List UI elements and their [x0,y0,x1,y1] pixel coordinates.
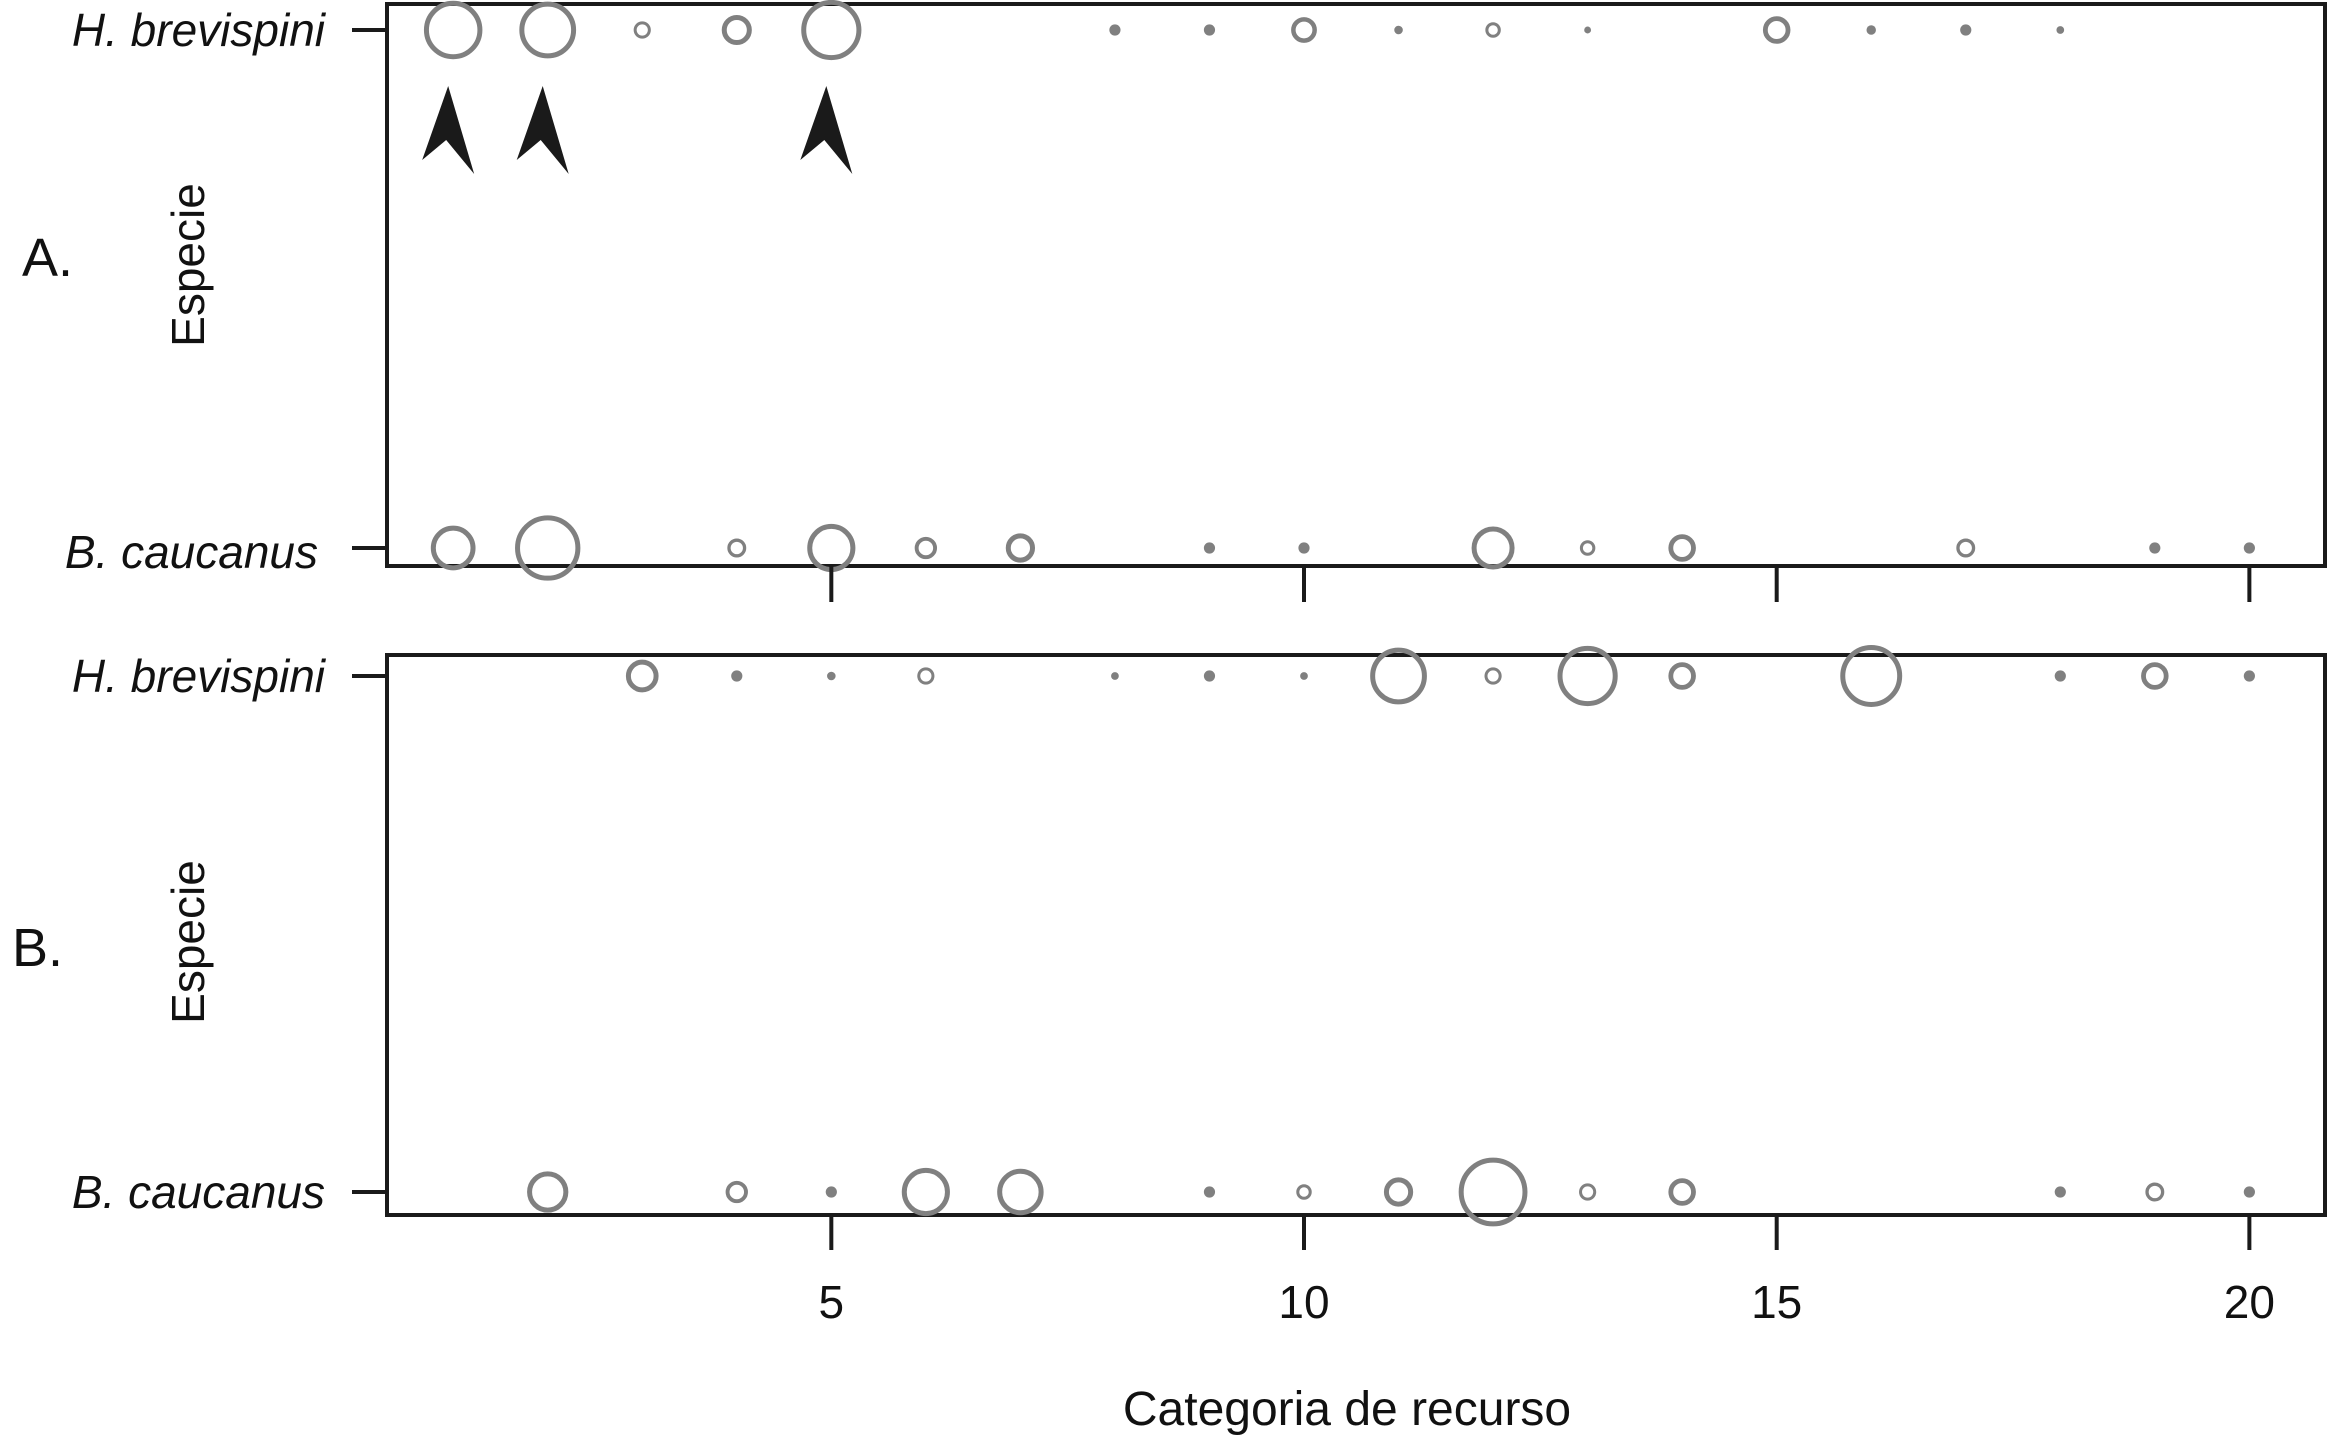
bubble-a-b-caucanus-13 [1579,540,1596,556]
panel-b: H. brevispini B. caucanus B. Especie [12,645,2327,1227]
bubble-b-b-caucanus-6 [901,1167,950,1217]
bubble-b-h-brevispini-20 [2243,670,2255,682]
bubble-b-h-brevispini-8 [1111,672,1119,680]
bubble-b-h-brevispini-6 [917,667,935,685]
bubble-a-h-brevispini-8 [1109,24,1121,36]
bubble-a-h-brevispini-1 [423,0,483,60]
bubble-a-b-caucanus-2 [515,515,581,581]
bubble-b-b-caucanus-14 [1668,1178,1696,1206]
bubble-b-h-brevispini-5 [827,671,836,681]
bubble-a-b-caucanus-14 [1668,534,1696,562]
x-axis-label: Categoria de recurso [1123,1383,1571,1436]
bubble-b-h-brevispini-4 [731,670,743,682]
bubble-b-b-caucanus-12 [1458,1157,1528,1227]
arrowhead-icon [516,86,569,174]
bubble-b-h-brevispini-11 [1370,647,1427,705]
bubble-b-b-caucanus-4 [725,1180,748,1204]
bubble-b-h-brevispini-14 [1668,662,1696,690]
panel-b-species-label-bottom: B. caucanus [72,1166,325,1218]
bubble-b-b-caucanus-9 [1203,1186,1216,1198]
panel-b-label: B. [12,918,63,978]
panel-a: H. brevispini B. caucanus A. Especie [22,0,2327,581]
bubble-a-h-brevispini-9 [1203,24,1216,36]
bubble-b-h-brevispini-18 [2054,670,2066,682]
panel-a-x-ticks [829,566,2252,602]
x-tick-label-20: 20 [2224,1276,2275,1328]
bubble-a-h-brevispini-15 [1762,16,1791,44]
panel-b-frame [385,653,2327,1217]
bubble-a-b-caucanus-10 [1298,542,1310,554]
bubble-b-h-brevispini-12 [1484,667,1502,685]
panel-a-y-axis-label: Especie [162,183,214,347]
bubble-a-h-brevispini-4 [721,14,752,46]
bubble-a-b-caucanus-7 [1005,533,1036,563]
bubble-b-b-caucanus-18 [2054,1186,2066,1198]
panel-b-species-label-top: H. brevispini [72,650,327,702]
bubble-b-h-brevispini-19 [2141,662,2169,690]
bubble-a-b-caucanus-9 [1203,542,1216,554]
panel-a-arrowheads [422,86,853,174]
bubble-b-b-caucanus-2 [527,1171,569,1213]
bubble-a-h-brevispini-12 [1485,22,1501,38]
bubble-b-b-caucanus-5 [825,1186,837,1198]
arrowhead-icon [422,86,475,174]
bubble-a-b-caucanus-19 [2149,542,2161,554]
bubble-a-b-caucanus-6 [914,536,938,560]
bubble-a-h-brevispini-5 [801,0,862,61]
panel-a-species-label-bottom: B. caucanus [65,526,318,578]
panel-a-label: A. [22,228,73,288]
bubble-a-b-caucanus-1 [430,525,476,571]
bubble-b-b-caucanus-13 [1579,1183,1597,1201]
x-tick-label-10: 10 [1278,1276,1329,1328]
bubble-b-b-caucanus-10 [1296,1184,1312,1200]
panel-a-species-label-top: H. brevispini [72,4,327,56]
bubble-b-b-caucanus-11 [1383,1177,1414,1207]
bubble-a-h-brevispini-11 [1394,25,1403,35]
bubble-a-b-caucanus-4 [727,538,747,558]
bubble-b-h-brevispini-3 [625,659,659,693]
x-tick-label-15: 15 [1751,1276,1802,1328]
bubble-a-h-brevispini-18 [2056,26,2065,34]
bubble-a-b-caucanus-20 [2243,542,2255,554]
bubble-a-b-caucanus-17 [1956,538,1976,558]
panel-a-points [423,0,2255,581]
bubble-a-b-caucanus-5 [807,523,856,573]
bubble-a-h-brevispini-13 [1584,26,1592,34]
bubble-b-b-caucanus-20 [2243,1186,2255,1198]
bubble-b-b-caucanus-7 [997,1168,1044,1216]
bubble-a-h-brevispini-3 [633,21,651,39]
panel-b-points [527,645,2255,1227]
x-axis-ticks: 5 10 15 20 [819,1215,2275,1328]
panel-b-y-axis-label: Especie [162,860,214,1024]
bubble-b-b-caucanus-19 [2145,1182,2165,1202]
x-tick-label-5: 5 [819,1276,845,1328]
bubble-b-h-brevispini-13 [1557,645,1618,707]
bubble-b-h-brevispini-16 [1840,645,1903,707]
bubble-a-h-brevispini-17 [1960,24,1972,36]
bubble-a-h-brevispini-16 [1866,25,1876,35]
arrowhead-icon [800,86,853,174]
bubble-a-b-caucanus-12 [1471,526,1515,570]
bubble-b-h-brevispini-9 [1203,670,1216,682]
bubble-b-h-brevispini-10 [1300,672,1308,680]
panel-a-frame [385,2,2327,568]
bubble-a-h-brevispini-10 [1291,17,1317,43]
bubble-a-h-brevispini-2 [519,1,577,59]
